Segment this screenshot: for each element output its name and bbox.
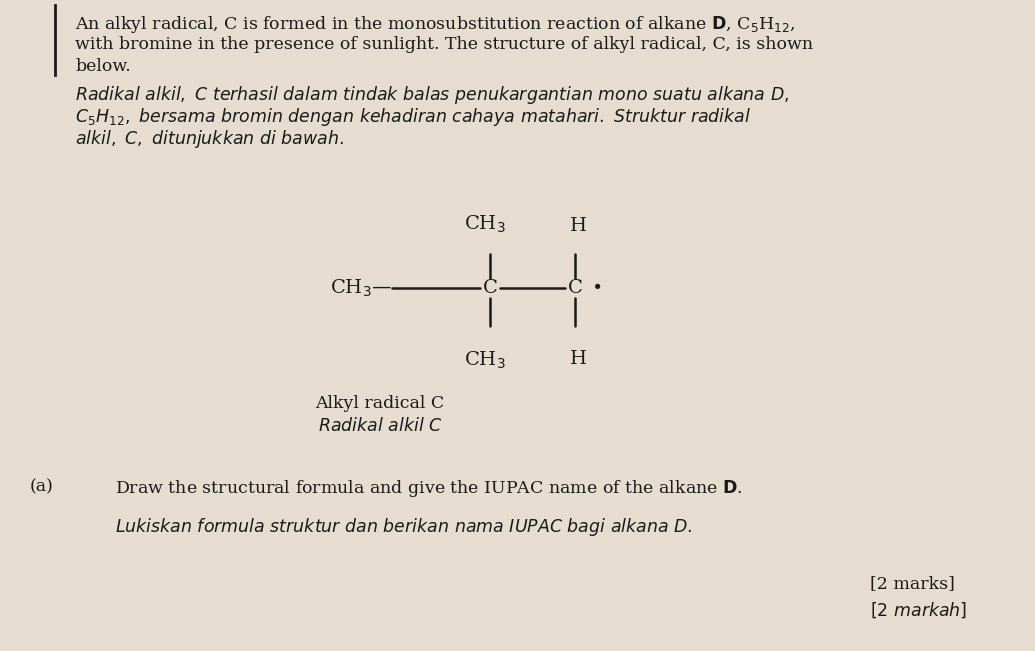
Text: $\it{alkil,\ C,\ ditunjukkan\ di\ bawah.}$: $\it{alkil,\ C,\ ditunjukkan\ di\ bawah.… [75,128,344,150]
Text: $\it{C_5H_{12},\ bersama\ bromin\ dengan\ kehadiran\ cahaya\ matahari.\ Struktur: $\it{C_5H_{12},\ bersama\ bromin\ dengan… [75,106,751,128]
Text: An alkyl radical, C is formed in the monosubstitution reaction of alkane $\mathb: An alkyl radical, C is formed in the mon… [75,14,796,35]
Text: below.: below. [75,58,130,75]
Text: $\it{Radikal\ alkil\ C}$: $\it{Radikal\ alkil\ C}$ [318,417,442,435]
Text: $\it{Lukiskan\ formula\ struktur\ dan\ berikan\ nama\ IUPAC\ bagi\ alkana\ }\mat: $\it{Lukiskan\ formula\ struktur\ dan\ b… [115,516,692,538]
Text: H: H [569,350,587,368]
Text: (a): (a) [30,478,54,495]
Text: $\bullet$: $\bullet$ [591,276,601,294]
Text: CH$_3$—: CH$_3$— [330,277,392,299]
Text: Alkyl radical C: Alkyl radical C [316,395,445,412]
Text: H: H [569,217,587,235]
Text: with bromine in the presence of sunlight. The structure of alkyl radical, C, is : with bromine in the presence of sunlight… [75,36,814,53]
Text: Draw the structural formula and give the IUPAC name of the alkane $\mathbf{D}$.: Draw the structural formula and give the… [115,478,743,499]
Text: CH$_3$: CH$_3$ [464,350,506,371]
Text: CH$_3$: CH$_3$ [464,214,506,235]
Text: C: C [567,279,583,297]
Text: C: C [482,279,498,297]
Text: $\it{[2\ markah]}$: $\it{[2\ markah]}$ [870,600,968,620]
Text: [2 marks]: [2 marks] [870,575,955,592]
Text: $\it{Radikal\ alkil,\ C\ terhasil\ dalam\ tindak\ balas\ penukargantian\ mono\ s: $\it{Radikal\ alkil,\ C\ terhasil\ dalam… [75,84,790,106]
